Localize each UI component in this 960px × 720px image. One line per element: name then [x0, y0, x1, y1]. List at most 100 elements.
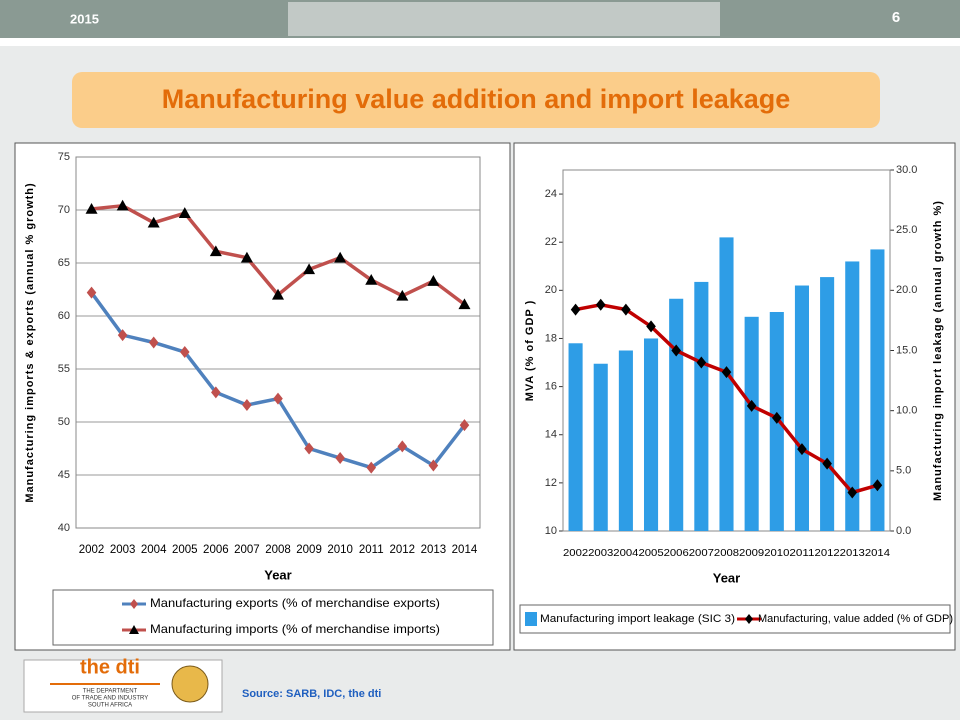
y2-tick-label: 20.0 — [896, 284, 917, 296]
marker — [116, 199, 129, 211]
bar — [794, 285, 810, 531]
logo-text: OF TRADE AND INDUSTRY — [72, 696, 148, 702]
marker — [211, 386, 221, 399]
marker — [334, 251, 347, 263]
header-rule — [0, 38, 960, 46]
logo-name: the dti — [80, 656, 140, 678]
legend-label: Manufacturing exports (% of merchandise … — [150, 596, 440, 610]
x-tick-label: 2002 — [79, 544, 105, 556]
x-tick-label: 2008 — [265, 544, 291, 556]
bar — [669, 298, 684, 531]
y2-tick-label: 15.0 — [896, 344, 917, 356]
x-tick-label: 2014 — [452, 544, 478, 556]
y2-tick-label: 25.0 — [896, 224, 917, 236]
legend-label: Manufacturing import leakage (SIC 3) — [540, 613, 735, 625]
bar — [870, 249, 885, 532]
legend-swatch — [525, 612, 537, 626]
marker — [646, 320, 656, 333]
source-note: Source: SARB, IDC, the dti — [242, 688, 381, 700]
title-box — [72, 72, 880, 128]
y2-tick-label: 30.0 — [896, 164, 917, 176]
marker — [396, 289, 409, 301]
x-tick-label: 2008 — [714, 547, 739, 559]
marker — [621, 303, 631, 316]
x-tick-label: 2014 — [865, 547, 890, 559]
x-tick-label: 2010 — [327, 544, 353, 556]
y-axis-label: Manufacturing imports & exports (annual … — [24, 182, 36, 502]
bar — [618, 350, 633, 531]
y2-tick-label: 10.0 — [896, 405, 917, 417]
x-tick-label: 2009 — [739, 547, 764, 559]
chart-frame — [14, 142, 511, 651]
marker — [242, 399, 252, 412]
marker — [797, 443, 807, 456]
marker — [847, 486, 858, 499]
x-tick-label: 2004 — [613, 547, 638, 559]
x-tick-label: 2012 — [390, 544, 416, 556]
slide-year: 2015 — [70, 11, 99, 26]
marker — [178, 207, 191, 218]
marker — [335, 452, 345, 465]
logo-rule — [50, 683, 160, 685]
marker — [397, 440, 408, 453]
x-tick-label: 2005 — [638, 547, 663, 559]
marker — [86, 286, 97, 299]
x-tick-label: 2013 — [840, 547, 865, 559]
x-tick-label: 2005 — [172, 544, 198, 556]
marker — [872, 479, 883, 492]
bar — [593, 363, 608, 531]
x-tick-label: 2002 — [563, 547, 588, 559]
marker — [148, 336, 159, 349]
x-tick-label: 2006 — [203, 544, 229, 556]
legend-marker — [129, 625, 139, 634]
header-box — [288, 2, 720, 36]
y-tick-label: 55 — [58, 363, 70, 375]
y-axis-label: MVA (% of GDP ) — [524, 300, 536, 402]
marker — [458, 298, 471, 310]
marker — [365, 273, 378, 285]
x-tick-label: 2013 — [421, 544, 447, 556]
x-tick-label: 2006 — [664, 547, 689, 559]
marker — [304, 442, 314, 455]
marker — [427, 275, 440, 286]
y-tick-label: 45 — [58, 469, 70, 481]
marker — [240, 251, 253, 263]
legend-label: Manufacturing imports (% of merchandise … — [150, 622, 440, 636]
y-tick-label: 18 — [545, 332, 557, 344]
logo-emblem — [171, 665, 209, 703]
bar — [694, 281, 709, 531]
legend-box — [52, 589, 494, 646]
x-tick-label: 2007 — [689, 547, 714, 559]
marker — [822, 457, 832, 470]
x-tick-label: 2010 — [764, 547, 789, 559]
bar — [744, 316, 759, 531]
y-tick-label: 50 — [58, 416, 70, 428]
legend-marker — [745, 614, 753, 624]
x-tick-label: 2009 — [296, 544, 322, 556]
marker — [428, 459, 439, 472]
bar — [643, 338, 659, 531]
plot-area — [75, 156, 481, 529]
marker — [147, 216, 160, 228]
marker — [303, 263, 316, 275]
y-tick-label: 14 — [545, 429, 557, 441]
slide-title: Manufacturing value addition and import … — [162, 84, 791, 114]
y-tick-label: 16 — [545, 381, 557, 393]
legend-box — [519, 604, 951, 634]
y-tick-label: 24 — [545, 188, 557, 200]
x-tick-label: 2011 — [789, 547, 814, 559]
y-tick-label: 65 — [58, 257, 70, 269]
slide-number: 6 — [892, 9, 900, 26]
x-tick-label: 2003 — [110, 544, 136, 556]
bar — [568, 343, 583, 531]
logo-text: SOUTH AFRICA — [88, 703, 132, 709]
x-tick-label: 2003 — [588, 547, 613, 559]
marker — [772, 411, 782, 424]
legend-label: Manufacturing, value added (% of GDP) — [758, 613, 953, 625]
marker — [85, 202, 98, 214]
marker — [595, 298, 606, 311]
marker — [671, 344, 681, 357]
y-tick-label: 70 — [58, 204, 70, 216]
y2-tick-label: 5.0 — [896, 465, 911, 477]
x-axis-label: Year — [713, 570, 740, 585]
